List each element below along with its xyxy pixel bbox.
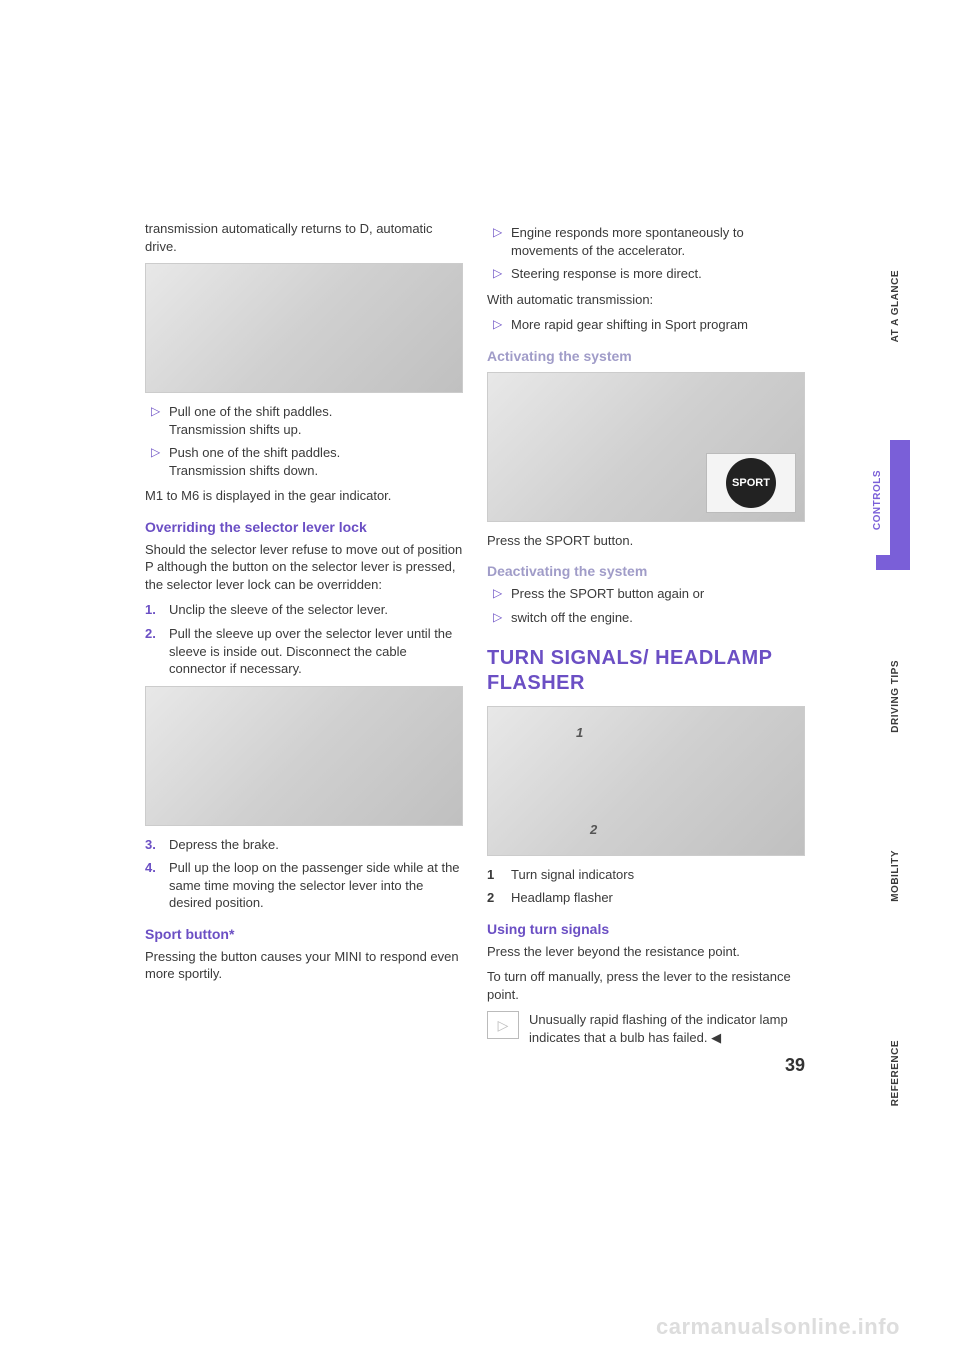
list-text: Transmission shifts down. [169, 463, 318, 478]
tab-controls: CONTROLS [872, 470, 883, 530]
left-column: transmission automatically returns to D,… [145, 220, 463, 1046]
callout-2: 2 [590, 822, 597, 837]
list-text: Transmission shifts up. [169, 422, 301, 437]
body-text: With automatic transmission: [487, 291, 805, 309]
page-number: 39 [785, 1055, 805, 1076]
list-item: switch off the engine. [487, 609, 805, 627]
bullet-list: More rapid gear shifting in Sport progra… [487, 316, 805, 334]
heading-sport-button: Sport button* [145, 926, 463, 942]
note-text: Unusually rapid flashing of the indicato… [529, 1011, 805, 1046]
heading-turn-signals: TURN SIGNALS/ HEADLAMP FLASHER [487, 646, 805, 696]
right-column: Engine responds more spontaneously to mo… [487, 220, 805, 1046]
bullet-list: Pull one of the shift paddles. Transmiss… [145, 403, 463, 479]
list-text: Depress the brake. [169, 837, 279, 852]
tab-active-indicator [890, 440, 910, 570]
list-item: Pull one of the shift paddles. Transmiss… [145, 403, 463, 438]
list-item: Press the SPORT button again or [487, 585, 805, 603]
list-item: 1. Unclip the sleeve of the selector leve… [145, 601, 463, 619]
note-icon: ▷ [487, 1011, 519, 1039]
figure-selector-sleeve [145, 686, 463, 826]
bullet-list: Press the SPORT button again or switch o… [487, 585, 805, 626]
page-content: transmission automatically returns to D,… [145, 220, 805, 1046]
list-item: More rapid gear shifting in Sport progra… [487, 316, 805, 334]
heading-deactivating: Deactivating the system [487, 563, 805, 579]
list-item: Engine responds more spontaneously to mo… [487, 224, 805, 259]
sport-badge: SPORT [706, 453, 796, 513]
list-item: 1 Turn signal indicators [487, 866, 805, 884]
heading-override: Overriding the selector lever lock [145, 519, 463, 535]
list-item: 4. Pull up the loop on the passenger side… [145, 859, 463, 912]
tab-driving-tips: DRIVING TIPS [890, 660, 901, 733]
definition-list: 1 Turn signal indicators 2 Headlamp flashe… [487, 866, 805, 906]
callout-1: 1 [576, 725, 583, 740]
watermark: carmanualsonline.info [656, 1314, 900, 1340]
figure-sport-button: SPORT [487, 372, 805, 522]
body-text: M1 to M6 is displayed in the gear indica… [145, 487, 463, 505]
tab-reference: REFERENCE [890, 1040, 901, 1106]
step-number: 3. [145, 836, 156, 854]
step-number: 4. [145, 859, 156, 877]
def-key: 2 [487, 889, 494, 907]
numbered-list: 3. Depress the brake. 4. Pull up the loop … [145, 836, 463, 912]
list-text: Pull the sleeve up over the selector lev… [169, 626, 452, 676]
numbered-list: 1. Unclip the sleeve of the selector leve… [145, 601, 463, 677]
def-text: Headlamp flasher [511, 890, 613, 905]
bullet-list: Engine responds more spontaneously to mo… [487, 224, 805, 283]
step-number: 1. [145, 601, 156, 619]
heading-activating: Activating the system [487, 348, 805, 364]
body-text: Should the selector lever refuse to move… [145, 541, 463, 594]
heading-using-turn-signals: Using turn signals [487, 921, 805, 937]
list-text: Steering response is more direct. [511, 266, 702, 281]
list-text: Unclip the sleeve of the selector lever. [169, 602, 388, 617]
body-text: Press the lever beyond the resistance po… [487, 943, 805, 961]
list-text: More rapid gear shifting in Sport progra… [511, 317, 748, 332]
step-number: 2. [145, 625, 156, 643]
sport-icon: SPORT [726, 458, 776, 508]
list-text: Push one of the shift paddles. [169, 445, 340, 460]
two-columns: transmission automatically returns to D,… [145, 220, 805, 1046]
list-text: Pull up the loop on the passenger side w… [169, 860, 460, 910]
note-block: ▷ Unusually rapid flashing of the indica… [487, 1011, 805, 1046]
body-text: To turn off manually, press the lever to… [487, 968, 805, 1003]
body-text: Pressing the button causes your MINI to … [145, 948, 463, 983]
tab-active-indicator-foot [876, 555, 910, 570]
list-text: Press the SPORT button again or [511, 586, 704, 601]
list-item: 2. Pull the sleeve up over the selector l… [145, 625, 463, 678]
figure-shift-paddles [145, 263, 463, 393]
figure-turn-signal-stalk: 1 2 [487, 706, 805, 856]
tab-mobility: MOBILITY [890, 850, 901, 902]
side-tabs: AT A GLANCE CONTROLS DRIVING TIPS MOBILI… [890, 260, 912, 1160]
def-key: 1 [487, 866, 494, 884]
list-item: 3. Depress the brake. [145, 836, 463, 854]
body-text: transmission automatically returns to D,… [145, 220, 463, 255]
list-item: 2 Headlamp flasher [487, 889, 805, 907]
list-text: Pull one of the shift paddles. [169, 404, 332, 419]
def-text: Turn signal indicators [511, 867, 634, 882]
list-text: switch off the engine. [511, 610, 633, 625]
list-item: Steering response is more direct. [487, 265, 805, 283]
list-text: Engine responds more spontaneously to mo… [511, 225, 744, 258]
body-text: Press the SPORT button. [487, 532, 805, 550]
list-item: Push one of the shift paddles. Transmiss… [145, 444, 463, 479]
tab-at-a-glance: AT A GLANCE [890, 270, 901, 342]
